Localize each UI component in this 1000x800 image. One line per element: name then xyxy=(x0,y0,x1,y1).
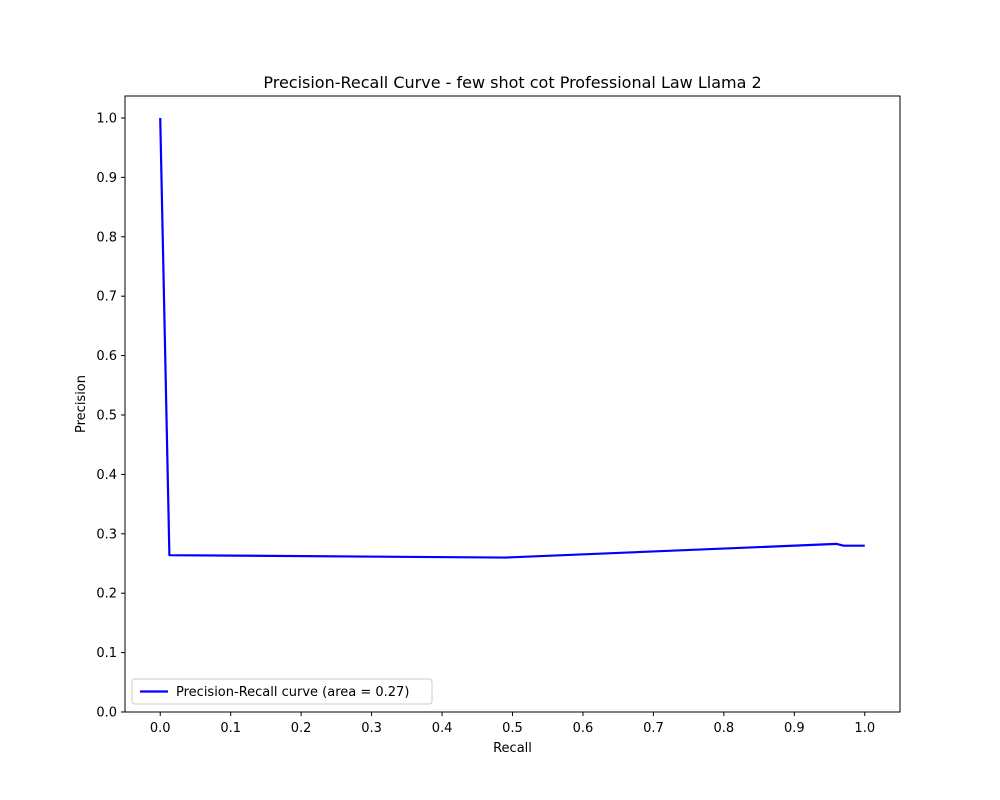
y-axis-label: Precision xyxy=(74,375,89,433)
plot-area: 0.0 0.1 0.2 0.3 0.4 0.5 0.6 0.7 0.8 0.9 1.0 0.0 0.1 0… xyxy=(96,95,901,736)
y-tick-label: 0.8 xyxy=(96,230,117,245)
legend-label: Precision-Recall curve (area = 0.27) xyxy=(176,685,409,700)
x-tick-label: 0.6 xyxy=(573,721,594,736)
y-tick-label: 0.1 xyxy=(96,646,117,661)
y-tick-label: 0.0 xyxy=(96,706,117,721)
x-tick-label: 0.7 xyxy=(643,721,664,736)
x-tick-label: 0.5 xyxy=(502,721,523,736)
y-tick-label: 0.2 xyxy=(96,587,117,602)
x-tick-label: 0.1 xyxy=(220,721,241,736)
y-tick-label: 0.7 xyxy=(96,290,117,305)
series-line xyxy=(159,117,865,559)
y-tick-label: 0.3 xyxy=(96,527,117,542)
y-tick-label: 0.6 xyxy=(96,349,117,364)
y-tick-label: 0.9 xyxy=(96,171,117,186)
x-axis-label: Recall xyxy=(493,741,532,756)
x-tick-label: 1.0 xyxy=(854,721,875,736)
x-tick-label: 0.3 xyxy=(361,721,382,736)
x-tick-label: 0.9 xyxy=(784,721,805,736)
y-tick-label: 0.4 xyxy=(96,468,117,483)
x-tick-label: 0.4 xyxy=(432,721,453,736)
x-tick-label: 0.8 xyxy=(714,721,735,736)
legend-box xyxy=(131,678,433,705)
chart-title: Precision-Recall Curve - few shot cot Pr… xyxy=(263,73,761,92)
x-tick-label: 0.2 xyxy=(291,721,312,736)
y-tick-label: 1.0 xyxy=(96,111,117,126)
x-tick-label: 0.0 xyxy=(150,721,171,736)
y-tick-label: 0.5 xyxy=(96,408,117,423)
